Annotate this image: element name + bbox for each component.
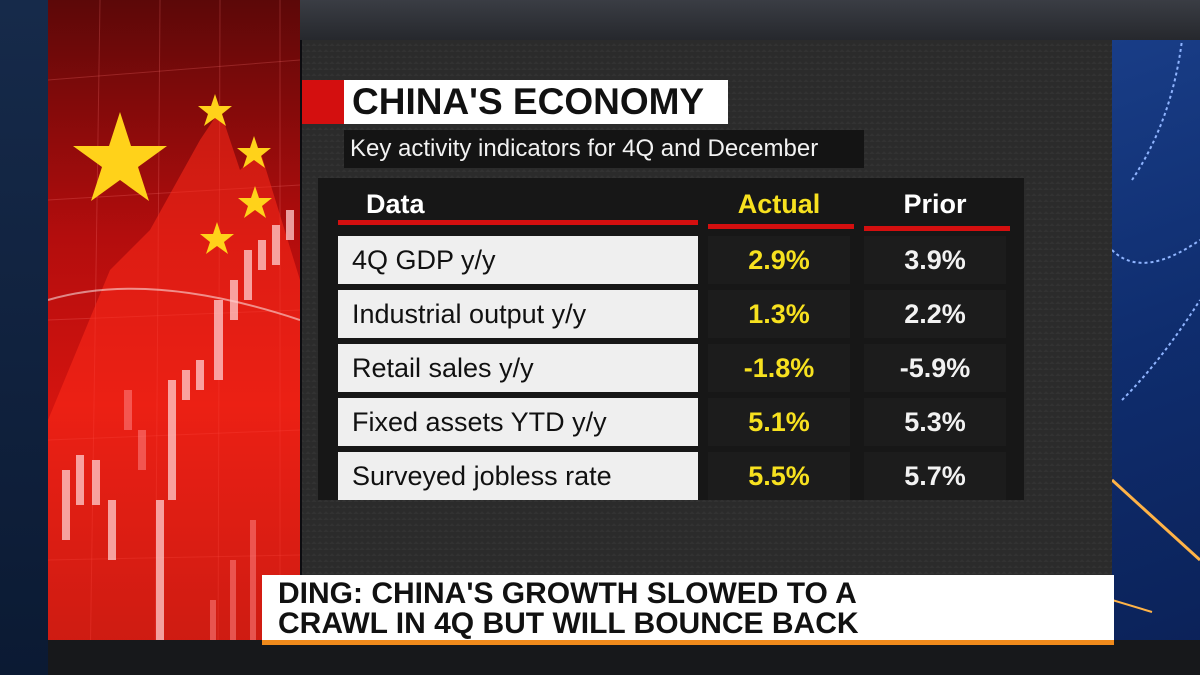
actual-value: 5.5% — [708, 452, 850, 500]
candlestick-backdrop — [47, 0, 300, 675]
column-header-actual: Actual — [737, 189, 821, 219]
right-backdrop — [1112, 0, 1200, 675]
prior-value: 5.3% — [864, 398, 1006, 446]
prior-value: 2.2% — [864, 290, 1006, 338]
left-edge-panel — [0, 0, 48, 675]
column-header-data: Data — [366, 189, 425, 219]
small-star-icon — [200, 222, 234, 254]
studio-ceiling — [300, 0, 1200, 40]
header-underline — [708, 224, 854, 229]
china-flag-backdrop — [0, 0, 300, 675]
studio-floor — [48, 640, 1200, 675]
headline-line-2: CRAWL IN 4Q BUT WILL BOUNCE BACK — [278, 607, 859, 640]
lower-third-banner: DING: CHINA'S GROWTH SLOWED TO A CRAWL I… — [262, 575, 1114, 645]
headline-line-1: DING: CHINA'S GROWTH SLOWED TO A — [278, 577, 857, 610]
row-label: Surveyed jobless rate — [338, 452, 698, 500]
graphic-subtitle: Key activity indicators for 4Q and Decem… — [344, 130, 864, 168]
small-star-icon — [237, 136, 271, 168]
row-label: 4Q GDP y/y — [338, 236, 698, 284]
actual-value: 2.9% — [708, 236, 850, 284]
column-header-prior: Prior — [903, 189, 967, 219]
lower-third-accent-bar — [262, 640, 1114, 645]
title-accent-bar — [302, 80, 344, 124]
large-star-icon — [73, 112, 167, 201]
header-underline — [864, 226, 1010, 231]
indicators-table: Data Actual Prior 4Q GDP y/y 2.9% 3.9% I… — [318, 178, 1024, 500]
row-label: Retail sales y/y — [338, 344, 698, 392]
actual-value: 1.3% — [708, 290, 850, 338]
row-label: Industrial output y/y — [338, 290, 698, 338]
actual-value: -1.8% — [708, 344, 850, 392]
small-star-icon — [238, 186, 272, 218]
backdrop-chart-lines — [1112, 39, 1200, 613]
prior-value: 3.9% — [864, 236, 1006, 284]
graphic-title: CHINA'S ECONOMY — [344, 80, 728, 124]
actual-value: 5.1% — [708, 398, 850, 446]
small-star-icon — [198, 94, 232, 126]
prior-value: 5.7% — [864, 452, 1006, 500]
row-label: Fixed assets YTD y/y — [338, 398, 698, 446]
prior-value: -5.9% — [864, 344, 1006, 392]
header-underline — [338, 220, 698, 225]
